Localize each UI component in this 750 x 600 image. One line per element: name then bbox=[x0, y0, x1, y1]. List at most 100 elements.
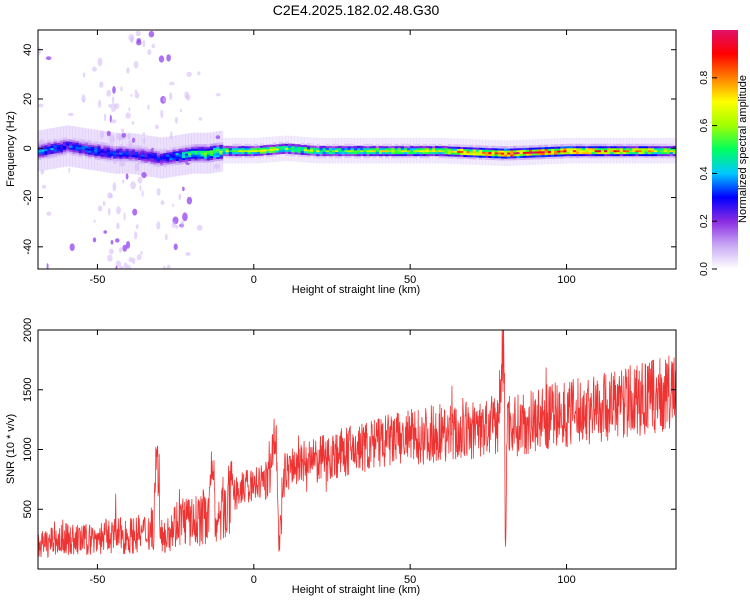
spectrogram-cell bbox=[613, 153, 618, 157]
spectrogram-cell bbox=[319, 147, 324, 151]
spectrogram-cell bbox=[513, 155, 518, 159]
spectrogram-cell bbox=[300, 148, 305, 151]
spectrogram-cell bbox=[407, 151, 411, 155]
spectrogram-cell bbox=[635, 145, 640, 149]
spectrogram-blob bbox=[180, 108, 183, 113]
spectrogram-cell bbox=[485, 153, 489, 156]
spectrogram-cell bbox=[610, 149, 615, 153]
spectrogram-cell bbox=[294, 148, 299, 151]
spectrogram-blob bbox=[215, 93, 221, 97]
spectrogram-blob bbox=[142, 137, 146, 145]
spectrogram-blob bbox=[45, 56, 52, 61]
spectrogram-cell bbox=[525, 153, 530, 156]
spectrogram-cell bbox=[156, 152, 161, 156]
spectrogram-cell bbox=[66, 144, 70, 148]
spectrogram-cell bbox=[131, 156, 136, 160]
spectrogram-cell bbox=[466, 144, 471, 148]
spectrogram-cell bbox=[69, 153, 74, 156]
spectrogram-cell bbox=[557, 148, 561, 151]
spectrogram-cell bbox=[122, 148, 127, 151]
spectrogram-cell bbox=[53, 152, 58, 156]
spectrogram-cell bbox=[191, 154, 195, 157]
spectrogram-cell bbox=[103, 146, 108, 150]
spectrogram-cell bbox=[535, 145, 540, 148]
spectrogram-cell bbox=[485, 155, 489, 158]
spectrogram-cell bbox=[200, 160, 205, 163]
spectrogram-blob bbox=[82, 99, 85, 103]
spectrogram-cell bbox=[669, 145, 674, 149]
spectrogram-blob bbox=[98, 99, 102, 108]
spectrogram-cell bbox=[463, 150, 468, 154]
spectrogram-cell bbox=[141, 146, 145, 149]
spectrogram-cell bbox=[547, 144, 552, 148]
spectrogram-cell bbox=[228, 145, 233, 149]
spectrogram-cell bbox=[100, 154, 105, 157]
spectrogram-cell bbox=[275, 152, 280, 155]
spectrogram-cell bbox=[538, 154, 543, 158]
spectrogram-cell bbox=[160, 151, 164, 154]
spectrogram-cell bbox=[66, 138, 70, 142]
spectrogram-cell bbox=[463, 144, 468, 148]
spectrogram-cell bbox=[519, 153, 524, 157]
spectrogram-cell bbox=[250, 155, 255, 159]
spectrogram-cell bbox=[203, 144, 208, 147]
spectrogram-cell bbox=[341, 151, 346, 155]
spectrogram-blob bbox=[169, 92, 173, 100]
spectrogram-blob bbox=[126, 67, 130, 74]
spectrogram-cell bbox=[522, 145, 527, 149]
spectrogram-cell bbox=[610, 145, 615, 149]
spectrogram-cell bbox=[635, 143, 640, 147]
spectrogram-cell bbox=[347, 145, 352, 149]
spectrogram-cell bbox=[588, 143, 593, 147]
spectrogram-cell bbox=[438, 149, 443, 153]
spectrogram-cell bbox=[513, 153, 518, 157]
spectrogram-cell bbox=[488, 153, 493, 157]
spectrogram-cell bbox=[144, 152, 149, 156]
spectrogram-cell bbox=[575, 143, 580, 147]
spectrogram-cell bbox=[313, 153, 317, 156]
x-tick-label: 100 bbox=[557, 274, 575, 286]
spectrogram-cell bbox=[566, 153, 571, 157]
spectrogram-blob bbox=[125, 112, 131, 119]
spectrogram-cell bbox=[125, 158, 130, 161]
spectrogram-cell bbox=[59, 145, 64, 149]
spectrogram-cell bbox=[385, 143, 389, 147]
spectrogram-cell bbox=[175, 162, 180, 166]
spectrogram-cell bbox=[213, 157, 217, 160]
spectrogram-cell bbox=[397, 147, 402, 151]
spectrogram-cell bbox=[510, 152, 514, 155]
spectrogram-cell bbox=[263, 145, 267, 148]
colorbar-tick-label: 0.0 bbox=[699, 262, 710, 276]
spectrogram-cell bbox=[163, 162, 167, 166]
spectrogram-cell bbox=[610, 143, 615, 147]
spectrogram-cell bbox=[435, 147, 439, 151]
spectrogram-cell bbox=[313, 145, 317, 149]
spectrogram-blob bbox=[109, 134, 115, 144]
spectrogram-cell bbox=[422, 153, 427, 157]
spectrogram-cell bbox=[382, 143, 386, 147]
spectrogram-cell bbox=[444, 151, 449, 155]
spectrogram-cell bbox=[219, 142, 224, 145]
spectrogram-cell bbox=[516, 157, 521, 161]
spectrogram-blob bbox=[133, 231, 138, 240]
spectrogram-cell bbox=[88, 156, 92, 159]
spectrogram-cell bbox=[156, 154, 161, 158]
spectrogram-cell bbox=[116, 150, 120, 153]
spectrogram-cell bbox=[469, 154, 474, 158]
spectrogram-cell bbox=[676, 150, 680, 152]
spectrogram-cell bbox=[519, 147, 524, 151]
spectrogram-cell bbox=[156, 160, 161, 164]
spectrogram-cell bbox=[460, 146, 464, 149]
spectrogram-cell bbox=[666, 149, 671, 153]
spectrogram-cell bbox=[113, 154, 117, 157]
spectrogram-blob bbox=[133, 60, 139, 69]
spectrogram-cell bbox=[407, 147, 411, 151]
spectrogram-cell bbox=[532, 151, 536, 154]
spectrogram-blob bbox=[91, 66, 97, 72]
spectrogram-cell bbox=[591, 151, 596, 155]
spectrogram-cell bbox=[644, 149, 649, 153]
spectrogram-cell bbox=[310, 151, 314, 154]
spectrogram-cell bbox=[626, 151, 630, 155]
spectrogram-cell bbox=[81, 153, 86, 156]
spectrogram-cell bbox=[228, 149, 233, 153]
